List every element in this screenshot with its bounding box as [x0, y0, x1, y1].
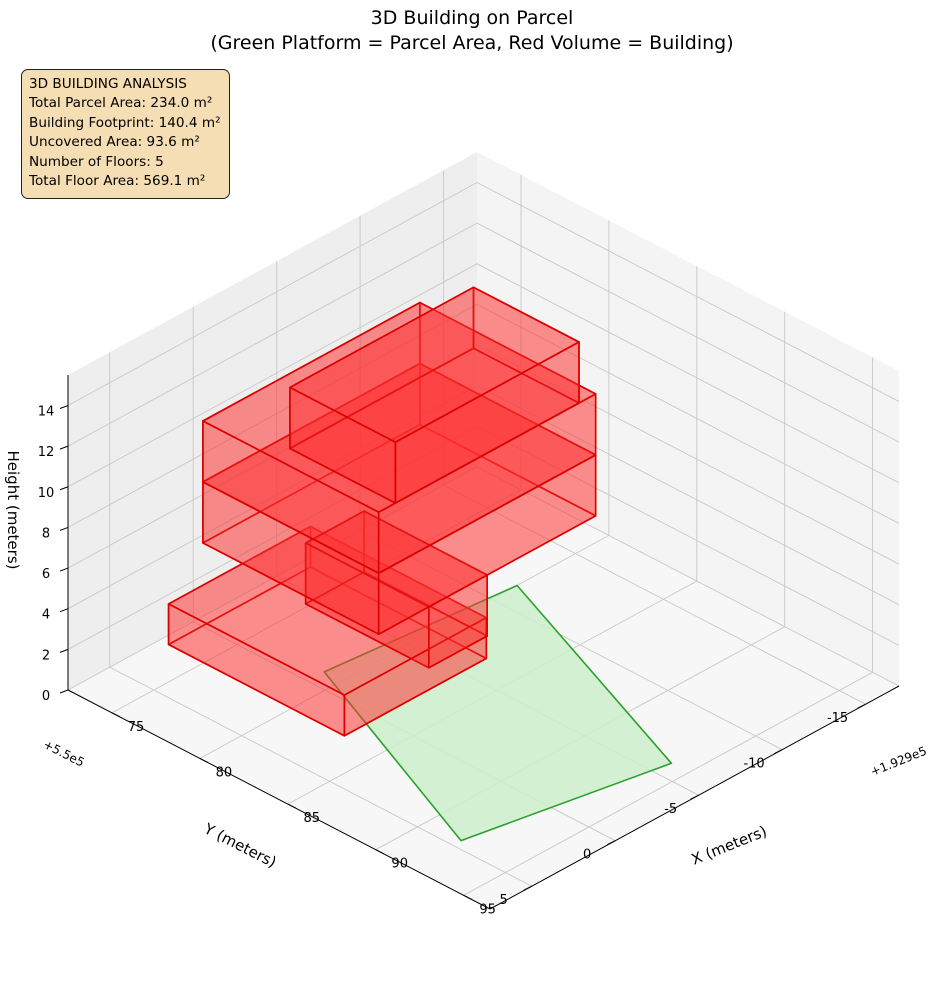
info-line-floors: Number of Floors: 5	[29, 153, 164, 170]
x-axis-offset-label: +1.929e5	[868, 744, 928, 779]
x-tick-mark	[199, 757, 209, 763]
y-tick-label: -5	[664, 802, 677, 817]
grid-line-z	[67, 181, 900, 406]
z-tick-label: 8	[42, 526, 50, 541]
grid-line-z	[67, 466, 900, 691]
y-tick-mark	[690, 794, 699, 800]
z-tick-label: 10	[38, 486, 55, 501]
info-line-uncovered: Uncovered Area: 93.6 m²	[29, 134, 200, 151]
z-tick-label: 6	[42, 567, 50, 582]
z-axis-label: Height (meters)	[4, 451, 22, 570]
building-analysis-box: 3D BUILDING ANALYSIS Total Parcel Area: …	[21, 69, 230, 199]
info-line-parcel-area: Total Parcel Area: 234.0 m²	[29, 95, 213, 112]
z-tick-mark	[59, 567, 69, 572]
x-tick-mark	[463, 894, 472, 900]
z-tick-mark	[59, 689, 69, 694]
x-axis-line	[67, 689, 491, 910]
pane-left	[68, 152, 477, 690]
grid-line-z	[67, 303, 900, 528]
y-tick-label: 0	[583, 848, 591, 863]
x-tick-mark	[111, 712, 121, 718]
y-tick-mark	[857, 703, 866, 709]
y-tick-label: -15	[827, 711, 848, 726]
grid-line-z	[67, 344, 900, 569]
chart-subtitle: (Green Platform = Parcel Area, Red Volum…	[210, 32, 734, 54]
z-tick-mark	[59, 608, 69, 613]
grid-line-z	[67, 222, 900, 447]
x-tick-label: 80	[216, 765, 233, 780]
z-tick-mark	[59, 405, 69, 409]
grid-line-z	[67, 263, 900, 488]
x-tick-mark	[375, 849, 384, 855]
building-volume	[167, 286, 597, 737]
info-box-heading: 3D BUILDING ANALYSIS	[29, 76, 187, 92]
z-tick-mark	[59, 648, 69, 653]
z-tick-label: 2	[42, 648, 50, 663]
y-tick-label: 5	[500, 893, 508, 908]
y-axis-label: Y (meters)	[200, 819, 279, 871]
x-tick-label: 85	[304, 811, 321, 826]
y-tick-mark	[606, 840, 616, 846]
x-axis-label: X (meters)	[689, 822, 770, 869]
tick-labels: 75 80 85 90 95 -15 -10 -5 0 5 0 2 4 6 8 10 12 14	[38, 405, 866, 917]
pane-right	[477, 152, 899, 686]
floor-4-side-face	[202, 420, 380, 575]
z-tick-label: 4	[42, 608, 50, 623]
parcel-platform	[323, 584, 673, 842]
x-tick-label: 95	[479, 902, 496, 917]
y-tick-mark	[523, 885, 532, 891]
y-tick-mark	[773, 749, 783, 755]
x-tick-label: 75	[128, 720, 145, 735]
floor-5-side-face	[289, 386, 397, 504]
info-line-floor-area: Total Floor Area: 569.1 m²	[29, 173, 206, 190]
x-tick-label: 90	[391, 857, 408, 872]
y-tick-label: -10	[743, 757, 764, 772]
y-axis-offset-label: +5.5e5	[41, 737, 87, 770]
grid-line-z	[67, 425, 900, 650]
chart-title: 3D Building on Parcel	[370, 7, 574, 29]
info-line-footprint: Building Footprint: 140.4 m²	[29, 114, 221, 131]
z-tick-label: 14	[38, 405, 55, 420]
z-tick-label: 12	[38, 445, 55, 460]
z-tick-mark	[59, 445, 69, 450]
z-tick-mark	[59, 526, 69, 531]
grid-line-z	[67, 385, 900, 610]
z-tick-mark	[59, 486, 69, 491]
parcel-polygon	[323, 584, 673, 842]
z-tick-label: 0	[42, 689, 50, 704]
floor-1-side-face	[343, 616, 488, 737]
x-tick-mark	[287, 803, 297, 809]
